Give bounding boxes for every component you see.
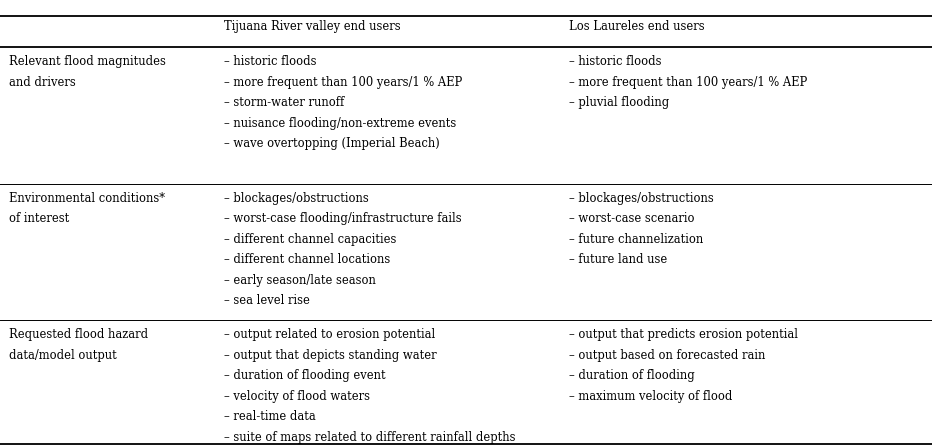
Text: – historic floods
– more frequent than 100 years/1 % AEP
– storm-water runoff
– : – historic floods – more frequent than 1…	[224, 55, 462, 150]
Text: Requested flood hazard
data/model output: Requested flood hazard data/model output	[9, 328, 148, 362]
Text: Los Laureles end users: Los Laureles end users	[569, 20, 705, 34]
Text: – output related to erosion potential
– output that depicts standing water
– dur: – output related to erosion potential – …	[224, 328, 515, 444]
Text: Relevant flood magnitudes
and drivers: Relevant flood magnitudes and drivers	[9, 55, 166, 89]
Text: – output that predicts erosion potential
– output based on forecasted rain
– dur: – output that predicts erosion potential…	[569, 328, 798, 403]
Text: – historic floods
– more frequent than 100 years/1 % AEP
– pluvial flooding: – historic floods – more frequent than 1…	[569, 55, 807, 109]
Text: – blockages/obstructions
– worst-case flooding/infrastructure fails
– different : – blockages/obstructions – worst-case fl…	[224, 192, 461, 307]
Text: – blockages/obstructions
– worst-case scenario
– future channelization
– future : – blockages/obstructions – worst-case sc…	[569, 192, 713, 266]
Text: Tijuana River valley end users: Tijuana River valley end users	[224, 20, 401, 34]
Text: Environmental conditions*
of interest: Environmental conditions* of interest	[9, 192, 165, 225]
